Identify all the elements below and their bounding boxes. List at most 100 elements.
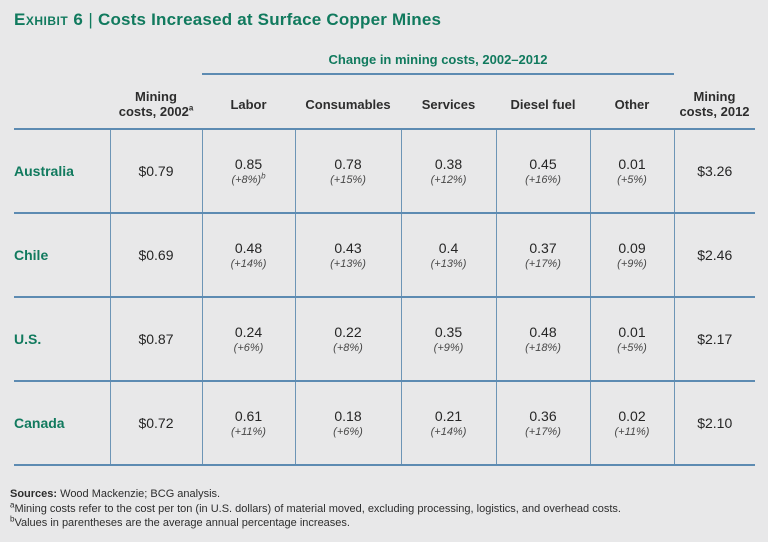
table-row-australia: Australia $0.79 0.85 (+8%)b 0.78 (+15%) … xyxy=(14,129,755,213)
cell-pct: (+5%) xyxy=(617,341,647,354)
footnote-marker-b: b xyxy=(261,170,266,180)
cell-services: 0.35 (+9%) xyxy=(400,296,496,381)
cell-value: 0.45 xyxy=(529,155,557,172)
cell-mining-costs-2012: $2.46 xyxy=(673,212,755,297)
cell-value: 0.48 xyxy=(529,323,557,340)
cell-other: 0.01 (+5%) xyxy=(589,129,674,213)
cell-consumables: 0.78 (+15%) xyxy=(294,129,401,213)
cell-pct: (+13%) xyxy=(330,257,366,270)
column-header-row: Mining costs, 2002a Labor Consumables Se… xyxy=(14,84,755,124)
cell-value: 0.36 xyxy=(529,407,557,424)
cell-pct: (+6%) xyxy=(333,425,363,438)
cell-pct: (+16%) xyxy=(525,173,561,186)
row-label: Australia xyxy=(14,163,74,179)
title-divider: | xyxy=(88,10,93,29)
cell-mining-costs-2002: $0.87 xyxy=(109,296,202,381)
cell-mining-costs-2012: $3.26 xyxy=(673,129,755,213)
cell-value: 0.35 xyxy=(434,323,463,340)
column-header-other: Other xyxy=(614,96,650,112)
cell-value: 0.4 xyxy=(438,239,459,256)
cell-labor: 0.48 (+14%) xyxy=(201,212,295,297)
cell-pct: (+9%) xyxy=(617,257,647,270)
cell-labor: 0.61 (+11%) xyxy=(201,380,295,465)
cell-consumables: 0.43 (+13%) xyxy=(294,212,401,297)
row-label: U.S. xyxy=(14,296,110,381)
cell-value: 0.85 xyxy=(234,155,263,172)
cell-value: 0.43 xyxy=(334,239,362,256)
cell-diesel-fuel: 0.48 (+18%) xyxy=(495,296,590,381)
cell-services: 0.38 (+12%) xyxy=(400,129,496,213)
cell-diesel-fuel: 0.37 (+17%) xyxy=(495,212,590,297)
cell-value: 0.02 xyxy=(618,407,646,424)
table-row-chile: Chile $0.69 0.48 (+14%) 0.43 (+13%) 0.4 … xyxy=(14,212,755,297)
page-title: Exhibit 6 | Costs Increased at Surface Cop… xyxy=(14,10,441,30)
sources-line: Sources: Wood Mackenzie; BCG analysis. xyxy=(10,488,221,500)
footnote-b-marker: b xyxy=(10,514,15,524)
sources-label: Sources: xyxy=(10,488,58,500)
column-header-mining-costs-2002: Mining costs, 2002a xyxy=(118,89,194,119)
group-header-underline xyxy=(202,73,674,75)
column-header-diesel-fuel: Diesel fuel xyxy=(510,96,576,112)
cell-value: 0.09 xyxy=(618,239,646,256)
cell-mining-costs-2012: $2.10 xyxy=(673,380,755,465)
cell-pct: (+14%) xyxy=(430,425,467,438)
cell-mining-costs-2012: $2.17 xyxy=(673,296,755,381)
cell-value: 0.22 xyxy=(334,323,362,340)
column-header-services: Services xyxy=(421,96,476,112)
cell-value: 0.01 xyxy=(618,155,646,172)
cell-mining-costs-2002: $0.69 xyxy=(109,212,202,297)
cell-value: 0.01 xyxy=(618,323,646,340)
cell-pct: (+11%) xyxy=(231,425,266,438)
cell-consumables: 0.18 (+6%) xyxy=(294,380,401,465)
cell-services: 0.4 (+13%) xyxy=(400,212,496,297)
cell-consumables: 0.22 (+8%) xyxy=(294,296,401,381)
cell-diesel-fuel: 0.36 (+17%) xyxy=(495,380,590,465)
column-header-labor: Labor xyxy=(230,96,267,112)
row-label: Canada xyxy=(14,380,110,465)
footnote-a: aMining costs refer to the cost per ton … xyxy=(10,499,621,515)
cell-other: 0.09 (+9%) xyxy=(589,212,674,297)
cell-pct: (+6%) xyxy=(233,341,264,354)
exhibit-label: Exhibit 6 xyxy=(14,10,84,29)
cell-pct: (+8%)b xyxy=(231,170,266,186)
cell-pct: (+8%) xyxy=(333,341,363,354)
cell-pct: (+9%) xyxy=(433,341,464,354)
cell-pct: (+5%) xyxy=(617,173,647,186)
cell-pct: (+17%) xyxy=(525,257,561,270)
table-row-canada: Canada $0.72 0.61 (+11%) 0.18 (+6%) 0.21… xyxy=(14,380,755,465)
cell-services: 0.21 (+14%) xyxy=(400,380,496,465)
cell-pct: (+11%) xyxy=(614,425,650,438)
column-header-consumables: Consumables xyxy=(305,96,391,112)
footnote-a-marker: a xyxy=(10,499,15,509)
cell-mining-costs-2002: $0.79 xyxy=(109,129,202,213)
title-text: Costs Increased at Surface Copper Mines xyxy=(97,10,442,29)
column-header-mining-costs-2012: Mining costs, 2012 xyxy=(679,89,750,119)
row-label: Chile xyxy=(14,212,110,297)
cell-labor: 0.85 (+8%)b xyxy=(201,129,295,213)
cell-diesel-fuel: 0.45 (+16%) xyxy=(495,129,590,213)
cell-labor: 0.24 (+6%) xyxy=(201,296,295,381)
cell-value: 0.18 xyxy=(334,407,362,424)
cell-value: 0.24 xyxy=(234,323,263,340)
cell-pct: (+18%) xyxy=(525,341,561,354)
cost-table: Australia $0.79 0.85 (+8%)b 0.78 (+15%) … xyxy=(14,128,755,466)
cell-mining-costs-2002: $0.72 xyxy=(109,380,202,465)
cell-pct: (+13%) xyxy=(430,257,467,270)
cell-pct: (+12%) xyxy=(430,173,467,186)
cell-value: 0.61 xyxy=(234,407,263,424)
cell-pct: (+14%) xyxy=(230,257,267,270)
footnotes: Sources: Wood Mackenzie; BCG analysis. a… xyxy=(10,487,760,531)
table-row-us: U.S. $0.87 0.24 (+6%) 0.22 (+8%) 0.35 (+… xyxy=(14,296,755,381)
footnote-marker-a: a xyxy=(188,103,194,113)
cell-other: 0.02 (+11%) xyxy=(589,380,674,465)
group-header-change-in-mining-costs: Change in mining costs, 2002–2012 xyxy=(328,52,548,67)
cell-value: 0.38 xyxy=(434,155,463,172)
cell-value: 0.21 xyxy=(434,407,463,424)
cell-value: 0.37 xyxy=(529,239,557,256)
cell-value: 0.48 xyxy=(234,239,263,256)
cell-value: 0.78 xyxy=(334,155,362,172)
cell-pct: (+15%) xyxy=(330,173,366,186)
cell-pct: (+17%) xyxy=(525,425,561,438)
cell-other: 0.01 (+5%) xyxy=(589,296,674,381)
